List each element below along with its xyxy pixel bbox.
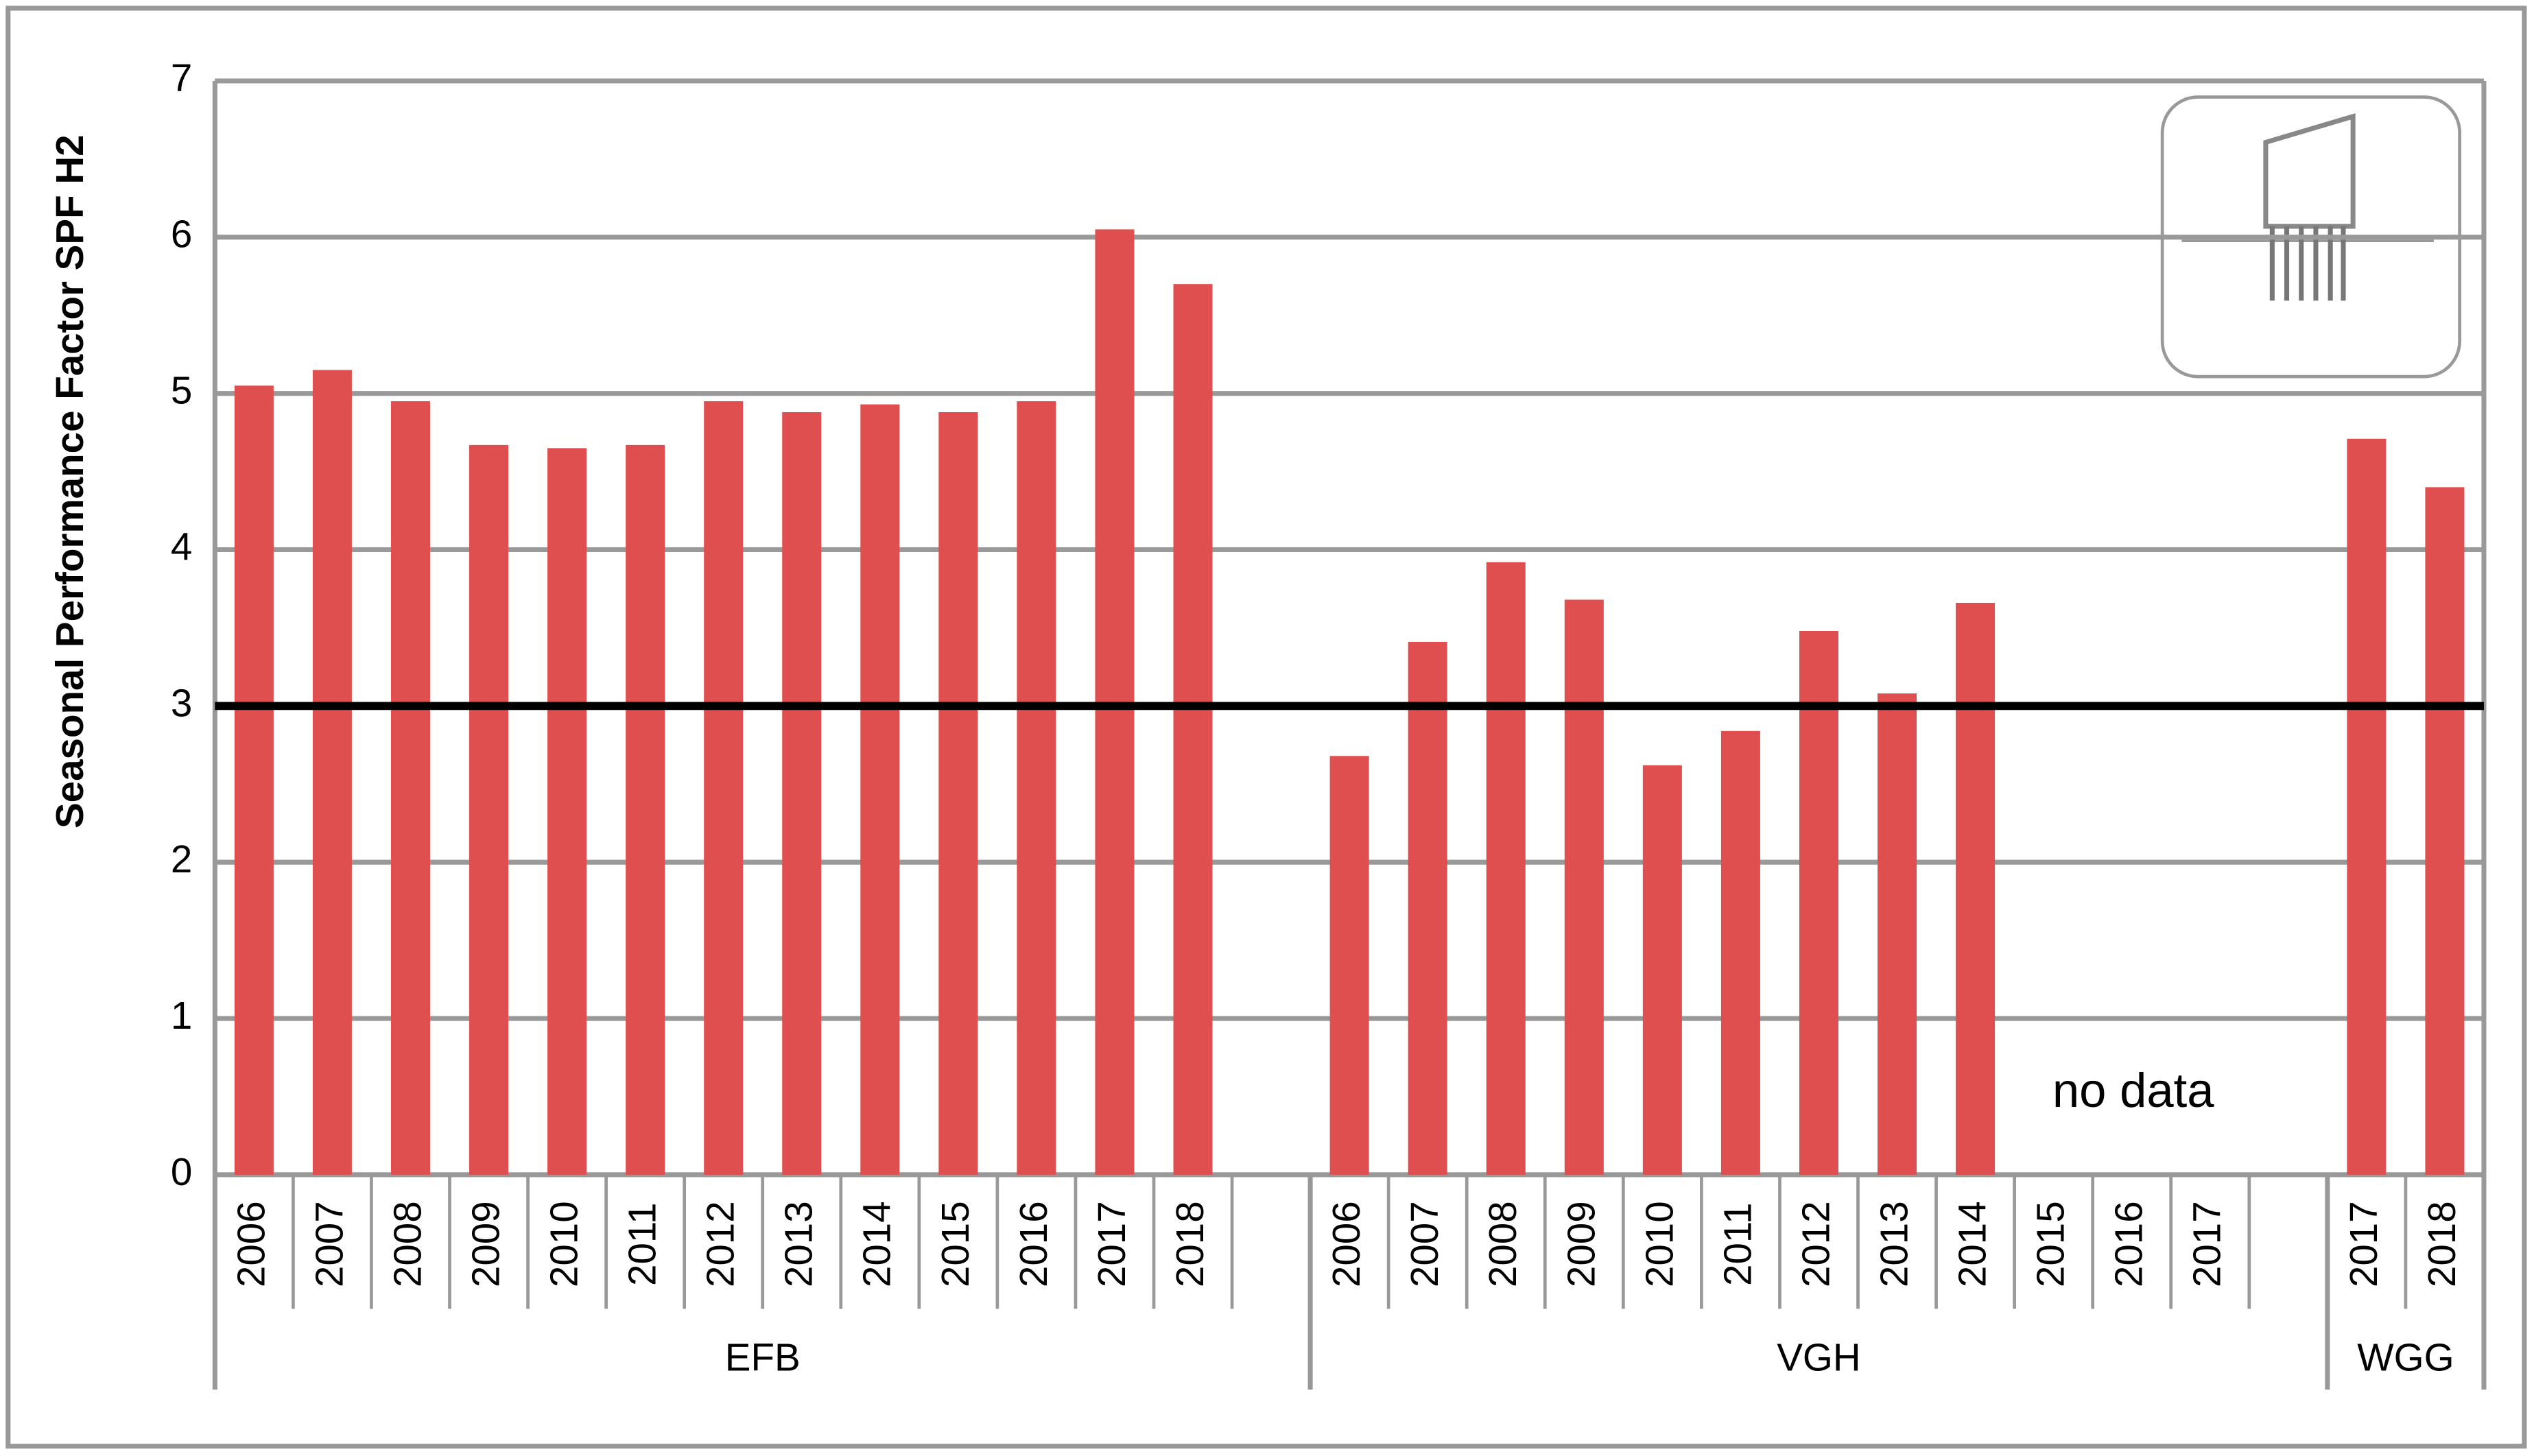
bar <box>1564 599 1604 1175</box>
x-tick-label: 2014 <box>855 1201 899 1287</box>
bar <box>1799 630 1839 1175</box>
group-label: WGG <box>2357 1336 2454 1379</box>
y-tick-label: 4 <box>171 525 192 568</box>
bar <box>626 444 665 1175</box>
y-tick-label: 2 <box>171 837 192 881</box>
bar <box>1173 284 1213 1175</box>
x-tick-label: 2017 <box>2342 1201 2385 1287</box>
y-tick-label: 0 <box>171 1150 192 1193</box>
bar <box>1329 756 1369 1175</box>
x-tick-label: 2015 <box>934 1201 977 1287</box>
bar <box>1408 641 1447 1175</box>
icon-house <box>2263 113 2356 229</box>
group-label: VGH <box>1777 1336 1861 1379</box>
x-tick-label: 2009 <box>1559 1201 1602 1287</box>
x-tick-label: 2013 <box>1872 1201 1915 1287</box>
x-tick-label: 2011 <box>1716 1202 1759 1286</box>
y-tick-label: 3 <box>171 681 192 724</box>
bar <box>1486 562 1526 1175</box>
bar <box>704 401 744 1175</box>
bar <box>1017 401 1056 1175</box>
x-tick-label: 2008 <box>386 1201 429 1287</box>
bar <box>2425 487 2465 1175</box>
x-tick-label: 2015 <box>2029 1201 2072 1287</box>
bar <box>1956 602 1996 1175</box>
y-tick-label: 6 <box>171 213 192 256</box>
icon-probes <box>2269 226 2346 301</box>
x-tick-label: 2011 <box>621 1202 664 1286</box>
x-tick-label: 2006 <box>1325 1201 1368 1287</box>
y-axis-title: Seasonal Performance Factor SPF H2 <box>48 134 91 828</box>
x-tick-label: 2007 <box>1403 1201 1446 1287</box>
x-tick-label: 2016 <box>1012 1201 1055 1287</box>
bar <box>782 412 822 1175</box>
x-tick-label: 2018 <box>1168 1201 1211 1287</box>
x-tick-label: 2018 <box>2420 1201 2463 1287</box>
x-tick-label: 2008 <box>1481 1201 1524 1287</box>
bar <box>390 401 430 1175</box>
x-tick-label: 2017 <box>1090 1201 1133 1287</box>
x-tick-label: 2009 <box>464 1201 507 1287</box>
bar <box>1878 693 1917 1175</box>
x-tick-label: 2006 <box>229 1201 272 1287</box>
bar <box>2347 438 2387 1175</box>
bar <box>860 404 900 1175</box>
bar <box>547 448 587 1175</box>
bar <box>234 385 274 1175</box>
x-tick-label: 2012 <box>1794 1201 1837 1287</box>
y-tick-label: 1 <box>171 994 192 1037</box>
x-tick-label: 2010 <box>1637 1201 1681 1287</box>
x-tick-label: 2012 <box>699 1201 742 1287</box>
group-label: EFB <box>725 1336 801 1379</box>
x-tick-label: 2013 <box>777 1201 820 1287</box>
annotation: no data <box>2052 1063 2214 1117</box>
bar <box>938 412 978 1175</box>
y-tick-label: 7 <box>171 56 192 99</box>
bar <box>1720 730 1760 1175</box>
y-tick-label: 5 <box>171 369 192 412</box>
bar <box>1642 765 1682 1175</box>
x-tick-label: 2014 <box>1951 1201 1994 1287</box>
x-tick-label: 2007 <box>307 1201 351 1287</box>
x-tick-label: 2017 <box>2186 1201 2229 1287</box>
bar <box>469 444 509 1175</box>
bar <box>312 370 352 1175</box>
x-tick-label: 2016 <box>2107 1201 2151 1287</box>
x-tick-label: 2010 <box>543 1201 586 1287</box>
